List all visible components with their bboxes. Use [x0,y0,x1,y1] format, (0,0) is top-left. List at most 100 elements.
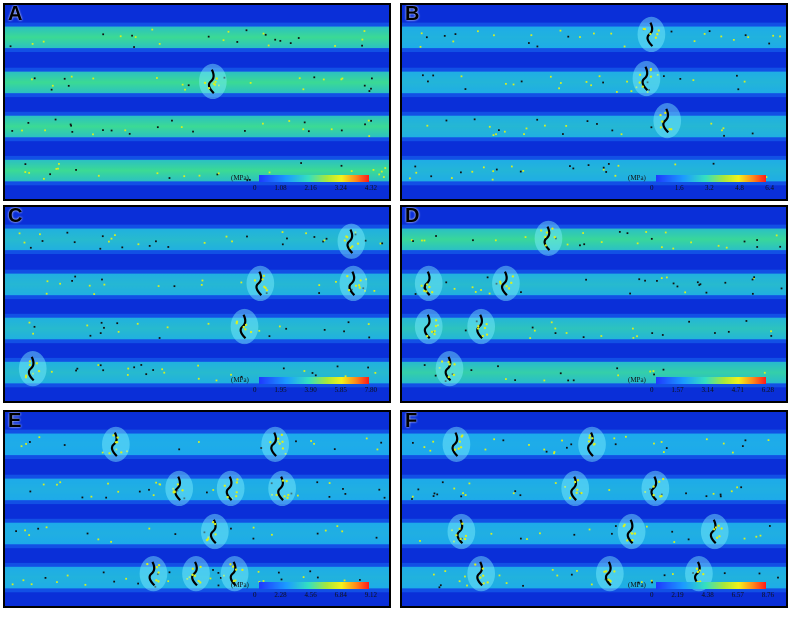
particle-marker [265,292,268,295]
particle-marker [464,575,466,578]
color-legend: (MPa) 0 2.19 4.38 6.57 8.76 [628,581,778,603]
particle-marker [156,172,159,175]
stress-concentration [617,513,646,550]
particle-marker [313,236,316,238]
particle-marker [349,246,352,249]
particle-marker [565,446,568,449]
legend-tick: 0 [253,184,257,192]
particle-marker [654,36,658,39]
particle-marker [200,284,203,286]
particle-marker [646,81,649,84]
particle-marker [30,583,33,586]
particle-marker [137,243,140,246]
particle-marker [559,82,562,84]
stress-concentration [198,63,227,100]
particle-marker [136,322,139,325]
particle-marker [767,439,770,442]
particle-marker [375,536,378,539]
particle-marker [453,540,455,543]
particle-marker [684,291,687,294]
particle-marker [223,574,225,577]
legend-tick: 3.2 [705,184,714,192]
particle-marker [458,580,461,583]
particle-marker [604,570,608,573]
particle-marker [313,76,316,79]
particle-marker [740,486,743,489]
particle-marker [573,533,576,536]
particle-marker [485,333,489,336]
particle-marker [659,495,662,498]
stress-concentration [337,223,366,259]
particle-marker [751,278,754,281]
particle-marker [302,576,305,578]
particle-marker [544,124,546,127]
particle-marker [582,336,585,338]
particle-marker [199,565,202,569]
particle-marker [447,360,450,364]
particle-marker [656,33,659,36]
particle-marker [421,239,423,242]
particle-marker [454,33,457,35]
particle-marker [174,533,177,535]
particle-marker [381,242,384,245]
legend-ticks: 0 1.95 3.90 5.85 7.80 [253,386,377,396]
particle-marker [561,439,563,442]
particle-marker [176,489,179,492]
particle-marker [310,440,313,442]
particle-marker [361,44,363,47]
particle-marker [318,292,321,294]
particle-marker [217,572,220,574]
particle-marker [367,119,370,122]
particle-marker [624,435,627,438]
particle-marker [638,81,641,84]
particle-marker [444,570,447,573]
particle-marker [55,168,58,170]
particle-marker [128,132,131,135]
particle-marker [303,370,306,372]
particle-marker [271,533,273,536]
particle-marker [720,35,723,38]
legend-ticks: 0 1.08 2.16 3.24 4.32 [253,184,377,194]
particle-marker [494,239,497,242]
particle-marker [97,174,100,177]
particle-marker [235,494,238,498]
legend-unit: (MPa) [231,376,249,384]
particle-marker [281,440,284,443]
particle-marker [741,445,744,447]
particle-marker [623,45,626,48]
particle-marker [670,128,673,131]
particle-marker [768,42,771,45]
particle-marker [102,33,105,36]
particle-marker [248,179,251,181]
particle-marker [42,483,45,486]
particle-marker [637,581,640,584]
particle-marker [158,337,161,339]
particle-marker [323,239,326,242]
legend-colorbar [656,175,766,182]
particle-marker [168,571,171,574]
particle-marker [693,40,696,43]
particle-marker [615,91,618,93]
particle-marker [441,481,444,484]
particle-marker [498,280,502,283]
particle-marker [569,165,571,167]
particle-marker [378,488,381,491]
particle-marker [114,441,118,444]
particle-marker [491,178,494,181]
particle-marker [582,232,585,234]
particle-marker [295,440,297,443]
particle-marker [662,368,665,371]
particle-marker [28,360,32,363]
particle-marker [564,485,566,488]
particle-marker [425,283,429,286]
particle-marker [322,240,325,243]
particle-marker [512,83,515,86]
particle-marker [419,540,421,542]
particle-marker [350,288,353,291]
particle-marker [241,568,244,572]
particle-marker [364,289,366,292]
particle-marker [650,579,653,582]
particle-marker [409,177,411,180]
particle-marker [554,332,557,334]
particle-marker [708,30,711,33]
